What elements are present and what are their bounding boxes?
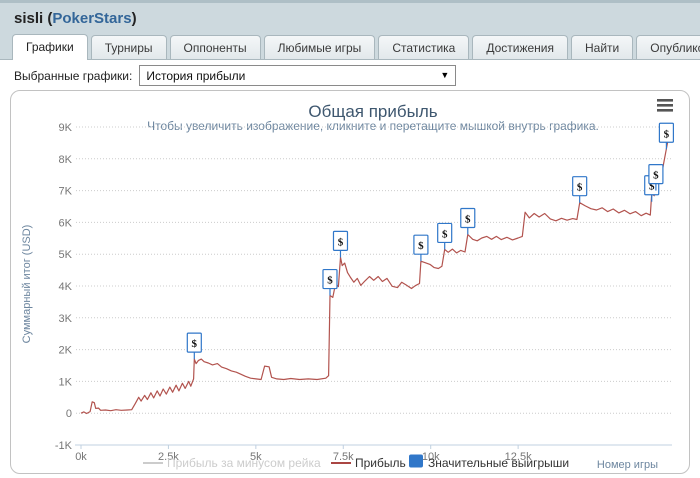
flag-box bbox=[332, 230, 349, 251]
graph-type-selected-value: История прибыли bbox=[146, 68, 246, 83]
dollar-icon: $ bbox=[418, 240, 424, 252]
player-name: sisli bbox=[14, 10, 44, 27]
tab-bar: Графики Турниры Оппоненты Любимые игры С… bbox=[0, 32, 700, 60]
legend-label-profit[interactable]: Прибыль bbox=[355, 456, 406, 470]
x-tick-label: 2.5k bbox=[158, 451, 179, 463]
y-tick-label: -1K bbox=[55, 440, 73, 452]
graph-selector-row: Выбранные графики: История прибыли ▼ bbox=[0, 60, 700, 90]
significant-win-flag[interactable]: $ bbox=[460, 207, 476, 235]
y-tick-label: 0 bbox=[66, 408, 72, 420]
dollar-icon: $ bbox=[327, 275, 333, 287]
pokerstars-link[interactable]: PokerStars bbox=[52, 10, 132, 27]
y-tick-label: 2K bbox=[59, 345, 73, 357]
x-tick-label: 12.5k bbox=[505, 451, 532, 463]
window-top-edge bbox=[0, 0, 700, 3]
significant-win-flag[interactable]: $ bbox=[658, 122, 675, 150]
y-tick-label: 4K bbox=[59, 281, 73, 293]
legend-label-significant-wins[interactable]: Значительные выигрыши bbox=[428, 456, 569, 470]
y-axis-title: Суммарный итог (USD) bbox=[21, 225, 33, 344]
tab-opponents[interactable]: Оппоненты bbox=[169, 35, 261, 59]
legend: Прибыль за минусом рейка Прибыль Значите… bbox=[143, 454, 569, 470]
tab-publish[interactable]: Опубликовать bbox=[636, 35, 700, 59]
y-tick-label: 5K bbox=[59, 249, 73, 261]
tab-find[interactable]: Найти bbox=[571, 35, 634, 59]
dollar-icon: $ bbox=[664, 128, 670, 140]
tab-tournaments[interactable]: Турниры bbox=[90, 35, 167, 59]
profit-chart: Общая прибыль Чтобы увеличить изображени… bbox=[21, 99, 675, 471]
export-menu-icon[interactable] bbox=[657, 99, 673, 112]
graph-selector-label: Выбранные графики: bbox=[14, 68, 133, 83]
flag-box bbox=[186, 332, 202, 353]
flag-box bbox=[572, 176, 588, 197]
flag-box bbox=[322, 268, 338, 290]
y-tick-label: 7K bbox=[59, 186, 73, 198]
chart-title: Общая прибыль bbox=[308, 102, 437, 121]
paren-open: ( bbox=[43, 10, 53, 27]
flag-box bbox=[413, 234, 429, 255]
tab-graphs[interactable]: Графики bbox=[12, 34, 88, 60]
significant-win-flag[interactable]: $ bbox=[413, 234, 429, 262]
dollar-icon: $ bbox=[653, 170, 659, 182]
significant-win-flag[interactable]: $ bbox=[572, 176, 588, 203]
dollar-icon: $ bbox=[465, 213, 471, 225]
x-axis-title: Номер игры bbox=[597, 459, 658, 471]
dollar-icon: $ bbox=[442, 228, 448, 240]
x-tick-label: 5k bbox=[250, 451, 262, 463]
y-tick-label: 8K bbox=[59, 154, 73, 166]
flag-box bbox=[460, 207, 476, 229]
y-tick-label: 1K bbox=[59, 376, 73, 388]
page-header: sisli (PokerStars) bbox=[0, 3, 700, 32]
dropdown-arrow-icon: ▼ bbox=[440, 70, 450, 80]
x-tick-label: 0k bbox=[75, 451, 87, 463]
dollar-icon: $ bbox=[338, 236, 344, 248]
flag-box bbox=[648, 163, 664, 185]
paren-close: ) bbox=[131, 10, 137, 27]
dollar-icon: $ bbox=[649, 181, 655, 193]
x-tick-label: 7.5k bbox=[333, 451, 354, 463]
y-tick-label: 6K bbox=[59, 217, 73, 229]
significant-wins-flags: $$$ $$$$ $$$ bbox=[186, 122, 675, 360]
dollar-icon: $ bbox=[577, 182, 583, 194]
y-tick-label: 9K bbox=[59, 122, 73, 134]
significant-win-flag[interactable]: $ bbox=[186, 332, 202, 360]
flag-box bbox=[437, 222, 453, 244]
dollar-icon: $ bbox=[192, 338, 198, 350]
profit-line-series bbox=[80, 141, 669, 415]
plot-area[interactable]: -1K 0 1K 2K 3K 4K 5K 6K 7K 8K 9K 0k 2.5k 5k 7.5k 10k 12.… bbox=[55, 122, 672, 463]
tab-statistics[interactable]: Статистика bbox=[378, 35, 470, 59]
flag-box bbox=[658, 122, 675, 143]
tab-favorite-games[interactable]: Любимые игры bbox=[263, 35, 376, 59]
tab-achievements[interactable]: Достижения bbox=[472, 35, 569, 59]
significant-win-flag[interactable]: $ bbox=[437, 222, 453, 250]
legend-swatch-significant-wins[interactable] bbox=[409, 454, 423, 468]
significant-win-flag[interactable]: $ bbox=[322, 268, 338, 296]
chart-panel: Общая прибыль Чтобы увеличить изображени… bbox=[10, 90, 690, 474]
significant-win-flag[interactable]: $ bbox=[332, 230, 349, 258]
x-tick-label: 10k bbox=[422, 451, 440, 463]
legend-label-net-of-rake[interactable]: Прибыль за минусом рейка bbox=[167, 456, 321, 470]
y-tick-label: 3K bbox=[59, 313, 73, 325]
graph-type-select[interactable]: История прибыли ▼ bbox=[139, 65, 457, 86]
significant-win-flag[interactable]: $ bbox=[648, 163, 664, 191]
chart-subtitle: Чтобы увеличить изображение, кликните и … bbox=[147, 119, 599, 133]
